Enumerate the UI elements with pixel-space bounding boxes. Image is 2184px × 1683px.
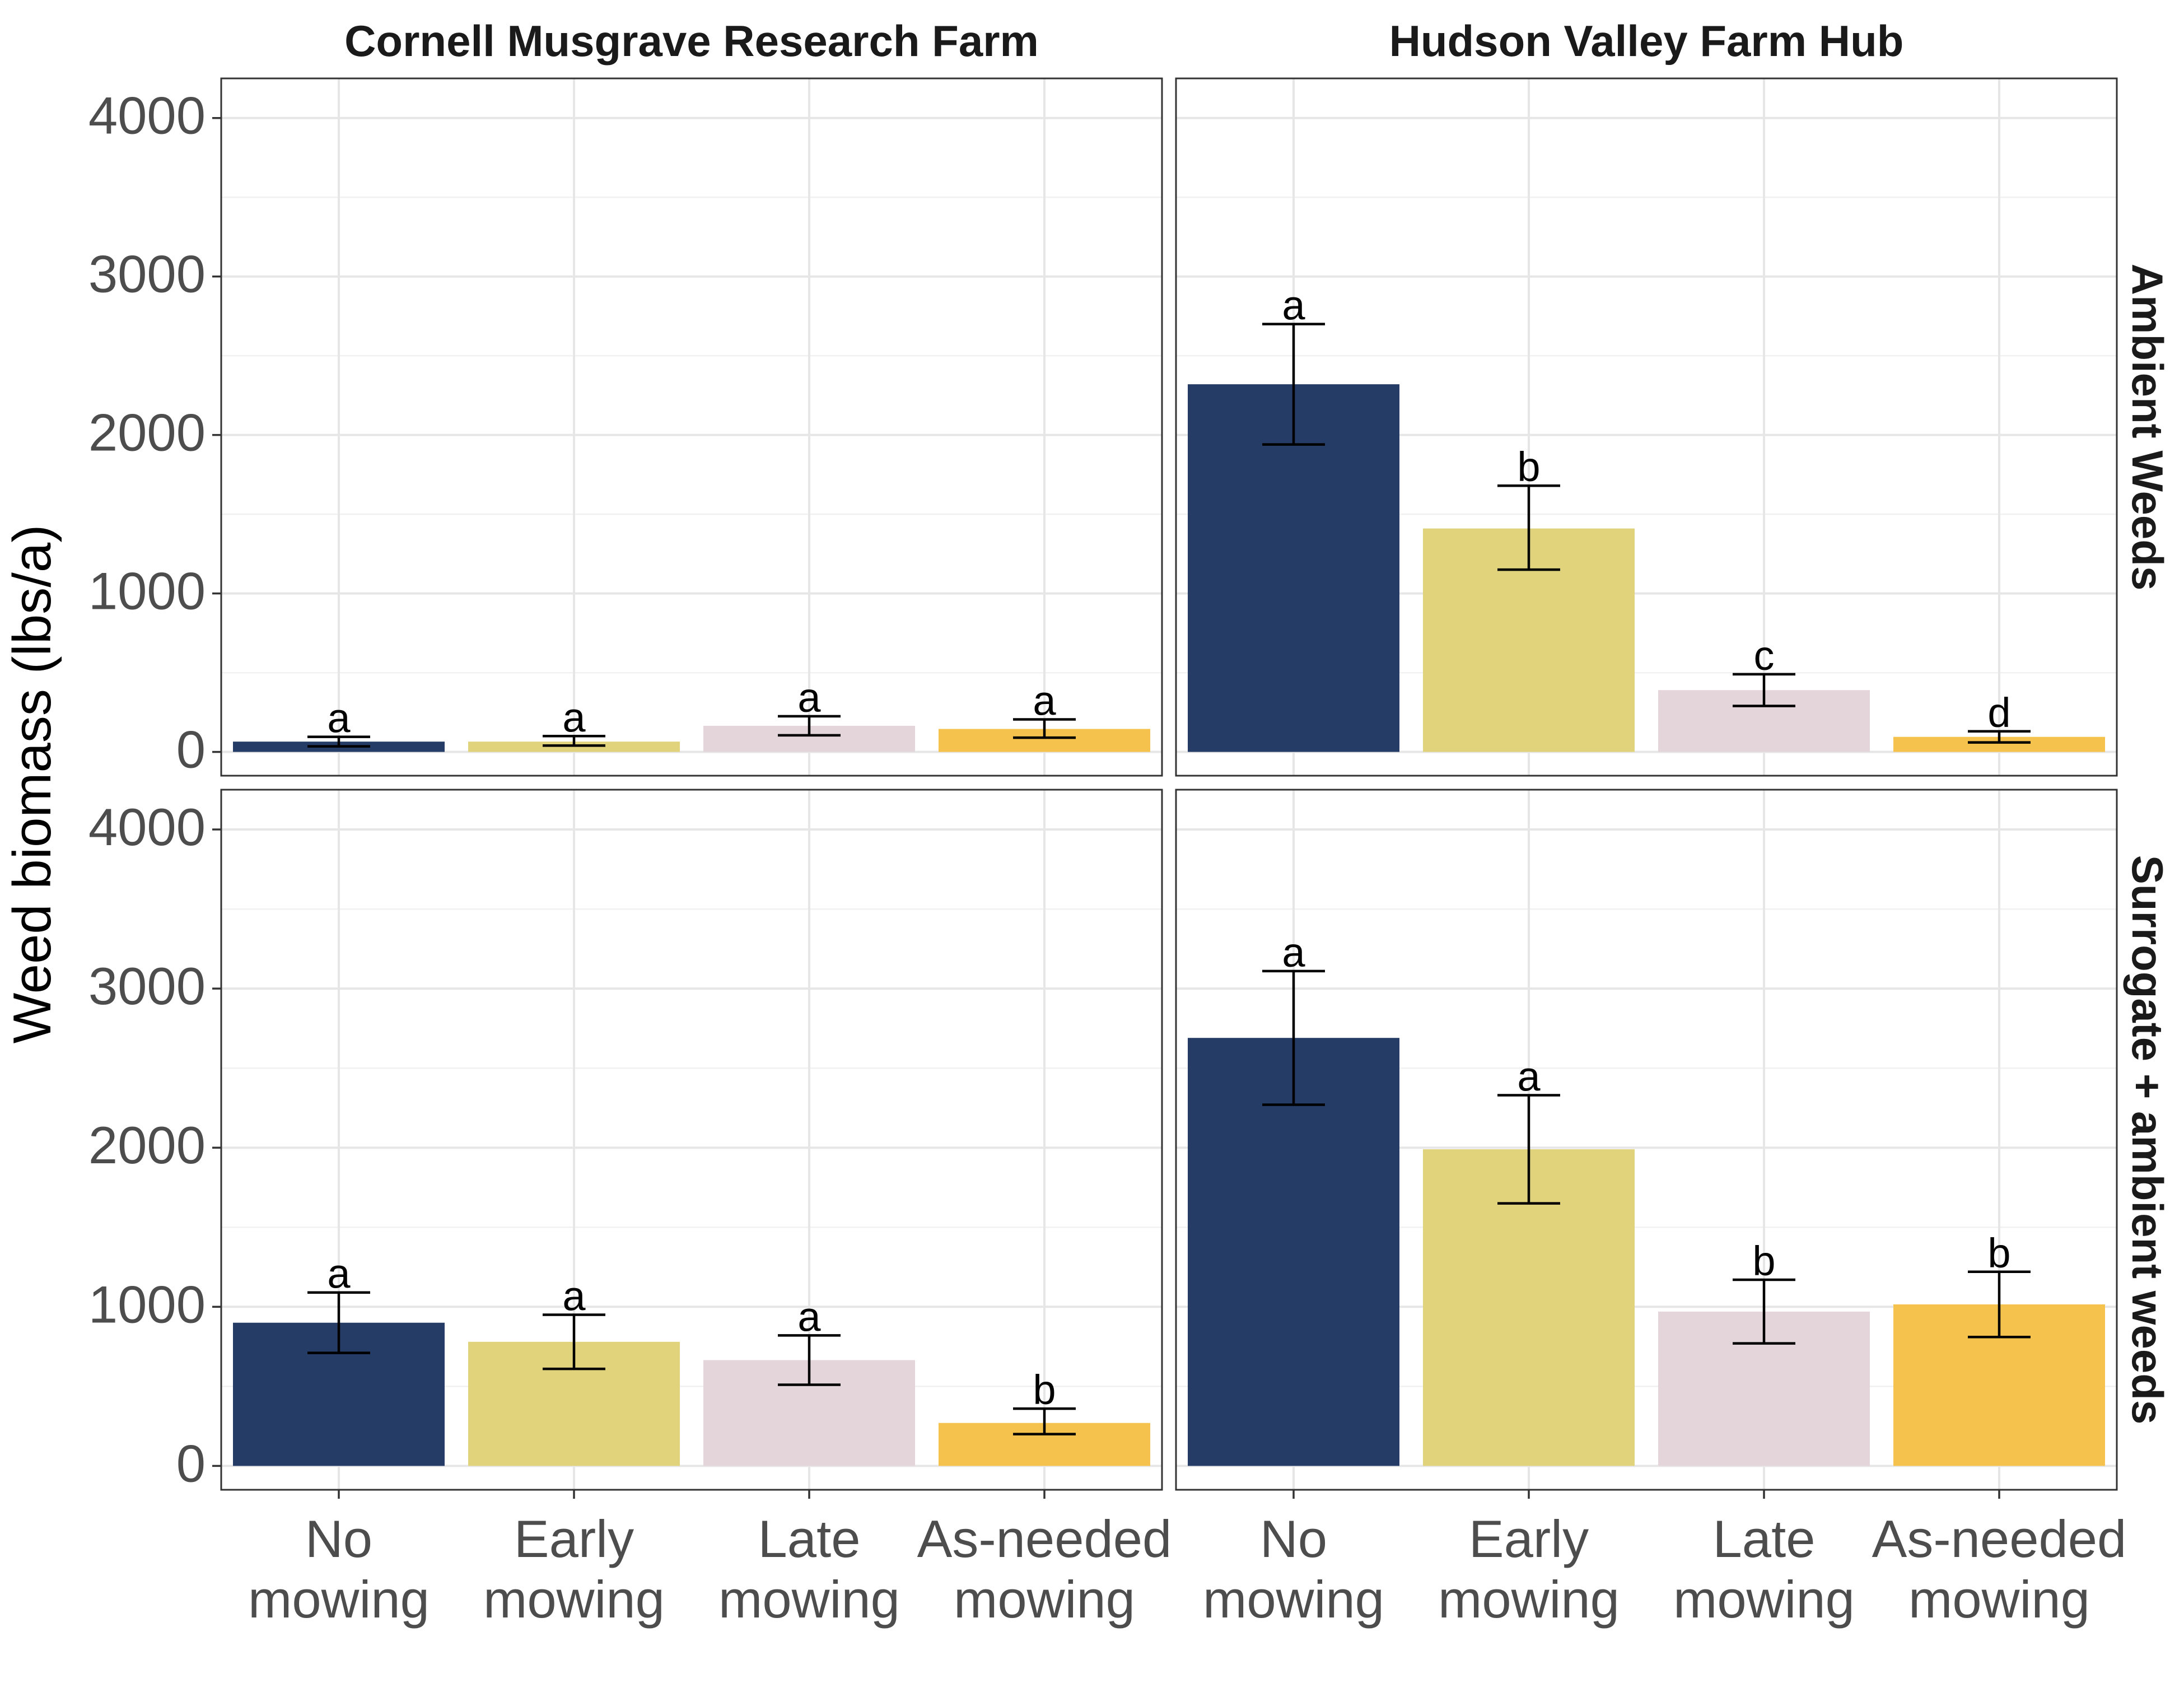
bar-4-1 xyxy=(1188,1038,1399,1466)
x-tick-label-line: As-needed xyxy=(917,1509,1172,1568)
error-bar-4-4 xyxy=(1968,1270,2031,1339)
y-tick-label: 4000 xyxy=(88,798,206,856)
significance-letter-1-2: a xyxy=(562,694,586,740)
significance-letter-2-3: c xyxy=(1754,632,1775,679)
significance-letter-3-3: a xyxy=(797,1293,821,1340)
y-tick-label: 3000 xyxy=(88,957,206,1015)
error-bar-3-1 xyxy=(307,1291,370,1354)
significance-letter-4-4: b xyxy=(1987,1230,2010,1276)
y-tick-label: 2000 xyxy=(88,403,206,462)
x-tick-label-line: mowing xyxy=(1673,1570,1855,1629)
error-bar-3-2 xyxy=(543,1313,605,1370)
error-bar-4-1 xyxy=(1262,969,1325,1106)
significance-letter-1-4: a xyxy=(1033,678,1056,724)
x-tick-label-line: Late xyxy=(1713,1509,1816,1568)
significance-letter-4-3: b xyxy=(1752,1238,1775,1284)
error-bar-2-4 xyxy=(1968,730,2031,744)
error-bar-1-4 xyxy=(1013,718,1076,739)
error-bar-4-2 xyxy=(1497,1094,1560,1205)
error-bar-1-1 xyxy=(307,735,370,748)
significance-letter-1-1: a xyxy=(327,695,351,742)
x-tick-label-line: mowing xyxy=(1203,1570,1384,1629)
significance-letter-3-4: b xyxy=(1033,1367,1056,1413)
x-tick-label-line: No xyxy=(305,1509,372,1568)
x-tick-label-line: mowing xyxy=(1908,1570,2090,1629)
significance-letter-2-2: b xyxy=(1517,444,1540,490)
error-bar-2-3 xyxy=(1733,673,1795,707)
significance-letter-3-2: a xyxy=(562,1273,586,1320)
x-tick-label-line: mowing xyxy=(718,1570,900,1629)
y-axis-title: Weed biomass (lbs/a) xyxy=(2,525,62,1044)
panels: a a a a a b c d a a a b a a b b xyxy=(220,77,2118,1491)
panel-border xyxy=(220,789,1163,1491)
significance-letter-2-1: a xyxy=(1282,282,1305,329)
y-tick-label: 4000 xyxy=(88,86,206,145)
panel-4: a a b b xyxy=(1175,789,2118,1491)
x-tick-label-line: No xyxy=(1260,1509,1327,1568)
significance-letter-1-3: a xyxy=(797,674,821,721)
x-tick-label-line: Early xyxy=(1469,1509,1589,1568)
x-tick-label-line: mowing xyxy=(1438,1570,1620,1629)
x-tick-label-2-3: Late mowing xyxy=(1673,1509,1855,1629)
strip-labels: Cornell Musgrave Research Farm Hudson Val… xyxy=(344,16,2172,1424)
y-tick-label: 3000 xyxy=(88,245,206,304)
panel-2: a b c d xyxy=(1175,77,2118,777)
x-tick-label-2-2: Early mowing xyxy=(1438,1509,1620,1629)
x-tick-label-line: mowing xyxy=(483,1570,665,1629)
panel-border xyxy=(1175,789,2118,1491)
error-bar-2-1 xyxy=(1262,323,1325,446)
x-tick-label-2-1: No mowing xyxy=(1203,1509,1384,1629)
y-tick-label: 0 xyxy=(176,720,206,779)
significance-letter-4-2: a xyxy=(1517,1053,1541,1099)
panel-border xyxy=(1175,77,2118,777)
error-bar-1-3 xyxy=(778,715,841,737)
significance-letter-4-1: a xyxy=(1282,929,1305,976)
x-tick-label-line: mowing xyxy=(248,1570,430,1629)
panel-border xyxy=(220,77,1163,777)
panel-3: a a a b xyxy=(220,789,1163,1491)
strip-label-row-2: Surrogate + ambient weeds xyxy=(2123,855,2172,1424)
error-bar-1-2 xyxy=(543,735,605,747)
error-bar-3-3 xyxy=(778,1334,841,1386)
strip-label-column-1: Cornell Musgrave Research Farm xyxy=(344,16,1039,66)
strip-label-column-2: Hudson Valley Farm Hub xyxy=(1389,16,1904,66)
y-tick-label: 1000 xyxy=(88,562,206,621)
significance-letter-3-1: a xyxy=(327,1251,351,1297)
y-tick-label: 0 xyxy=(176,1434,206,1493)
strip-label-row-1: Ambient Weeds xyxy=(2123,264,2172,591)
significance-letter-2-4: d xyxy=(1987,689,2010,736)
x-tick-label-1-3: Late mowing xyxy=(718,1509,900,1629)
x-tick-label-line: mowing xyxy=(954,1570,1135,1629)
y-tick-label: 1000 xyxy=(88,1275,206,1334)
y-tick-label: 2000 xyxy=(88,1116,206,1174)
x-tick-label-line: As-needed xyxy=(1872,1509,2127,1568)
error-bar-3-4 xyxy=(1013,1407,1076,1435)
x-tick-label-2-4: As-needed mowing xyxy=(1872,1509,2127,1629)
x-tick-label-1-4: As-needed mowing xyxy=(917,1509,1172,1629)
x-tick-label-1-1: No mowing xyxy=(248,1509,430,1629)
x-tick-label-1-2: Early mowing xyxy=(483,1509,665,1629)
x-tick-label-line: Late xyxy=(758,1509,861,1568)
error-bar-4-3 xyxy=(1733,1278,1795,1345)
x-tick-label-line: Early xyxy=(514,1509,634,1568)
error-bar-2-2 xyxy=(1497,484,1560,571)
